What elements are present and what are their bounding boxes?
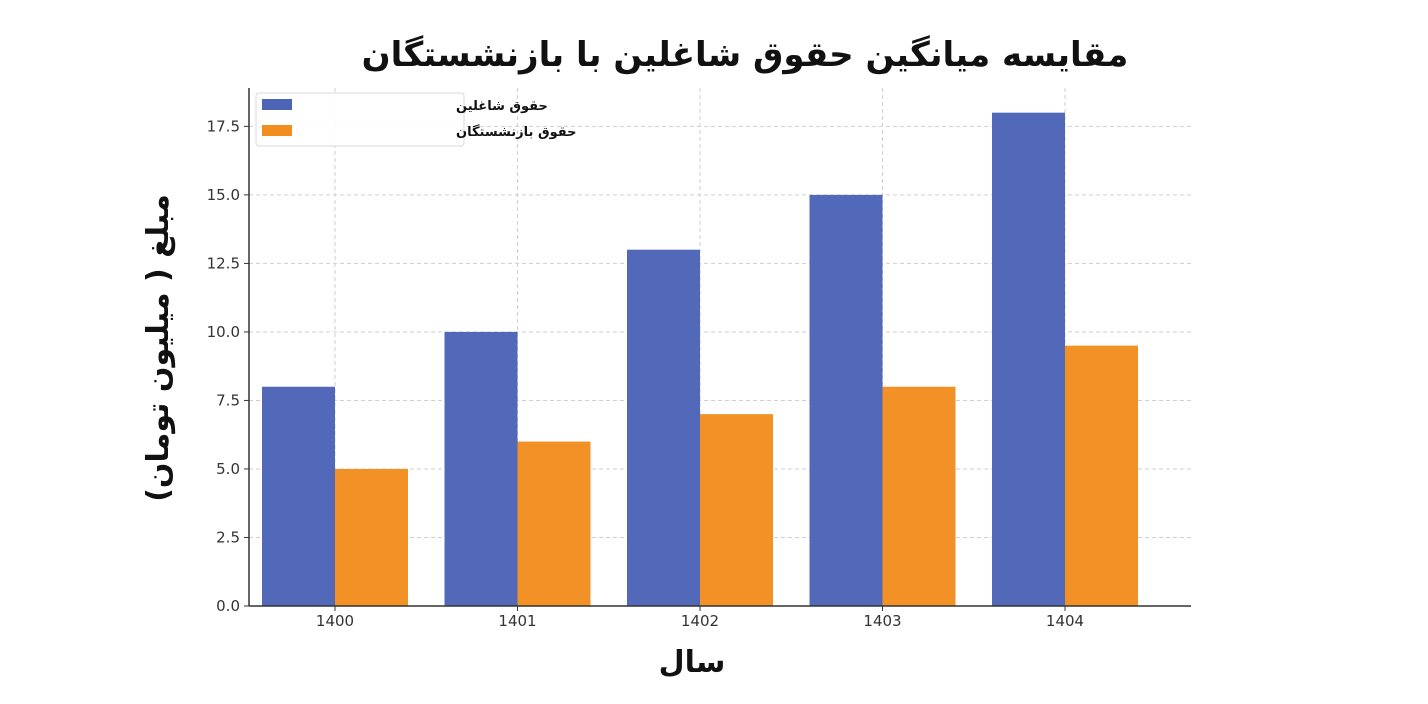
bar-employees-1400	[262, 386, 335, 606]
y-tick-label: 15.0	[207, 186, 240, 204]
y-tick-label: 17.5	[207, 117, 240, 135]
chart-title: مقایسه میانگین حقوق شاغلین با بازنشستگان	[362, 35, 1129, 75]
x-tick-labels: 1400 1401 1402 1403 1404	[316, 606, 1084, 630]
legend-swatch-retirees	[262, 125, 292, 136]
bar-retirees-1403	[882, 386, 956, 606]
x-tick-label: 1401	[498, 612, 536, 630]
y-tick-label: 2.5	[216, 528, 240, 546]
bars-group	[262, 112, 1138, 607]
y-tick-label: 10.0	[207, 323, 240, 341]
x-tick-label: 1403	[863, 612, 901, 630]
bar-employees-1403	[809, 194, 883, 606]
legend-label-employees: حقوق شاغلین	[456, 99, 548, 114]
x-axis-title: سال	[659, 645, 726, 680]
bar-retirees-1400	[335, 468, 408, 606]
bar-employees-1404	[992, 112, 1065, 607]
bar-employees-1401	[444, 331, 518, 606]
y-axis-title: مبلغ ( میلیون تومان)	[141, 194, 176, 502]
legend-box	[255, 92, 465, 147]
axes	[248, 88, 1191, 607]
y-tick-labels: 0.0 2.5 5.0 7.5 10.0 12.5 15.0 17.5	[207, 117, 249, 615]
y-tick-label: 7.5	[216, 391, 240, 409]
legend-swatch-employees	[262, 99, 292, 110]
bar-employees-1402	[627, 249, 700, 606]
y-tick-label: 0.0	[216, 597, 240, 615]
legend-label-retirees: حقوق بازنشستگان	[456, 124, 576, 140]
bar-retirees-1404	[1065, 345, 1138, 606]
y-tick-label: 12.5	[207, 254, 240, 272]
y-tick-label: 5.0	[216, 460, 240, 478]
bar-retirees-1402	[700, 414, 773, 606]
legend: حقوق شاغلین حقوق بازنشستگان	[255, 92, 576, 147]
bar-retirees-1401	[517, 441, 591, 606]
x-tick-label: 1400	[316, 612, 354, 630]
x-tick-label: 1402	[681, 612, 719, 630]
x-tick-label: 1404	[1046, 612, 1084, 630]
